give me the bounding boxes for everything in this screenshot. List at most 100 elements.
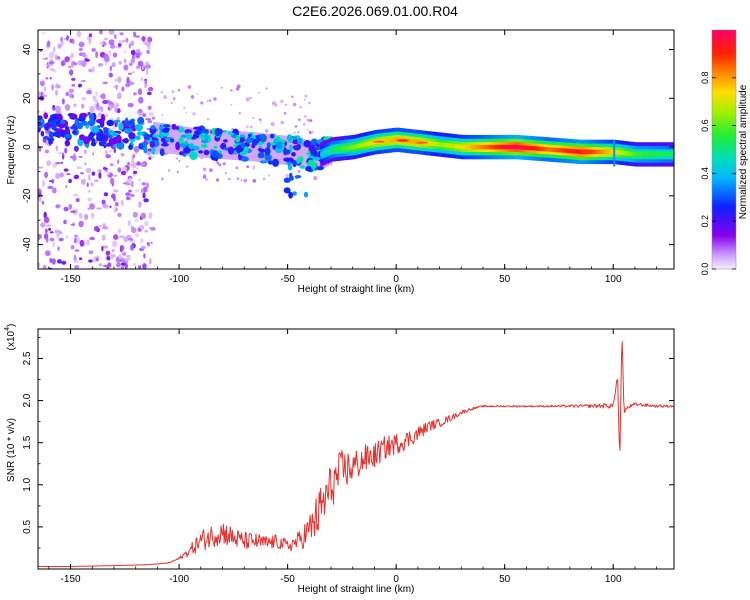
spectrogram-noise-blob [144, 61, 150, 65]
spectrogram-noise-blob [45, 224, 52, 227]
spectrogram-ridge-blob [64, 133, 72, 139]
spectrogram-noise-blob [133, 262, 137, 267]
spectrogram-noise-blob [245, 97, 250, 102]
spectrogram-ridge-blob [314, 146, 322, 151]
spectrogram-halo [211, 129, 216, 159]
spectrogram-ridge-band [435, 141, 438, 147]
spectrogram-ridge-band [454, 144, 458, 149]
spectrogram-noise-blob [66, 173, 71, 176]
spectrogram-ridge-band [326, 149, 330, 154]
spectrogram-ridge-band [539, 146, 542, 152]
spectrogram-halo [192, 127, 196, 157]
spectrogram-noise-blob [131, 54, 136, 60]
spectrogram-ridge-band [528, 145, 531, 151]
snr-marks [38, 341, 674, 567]
spectrogram-ridge-blob [43, 112, 49, 120]
spectrogram-ridge-blob [178, 136, 184, 145]
spectrogram-noise-blob [70, 245, 75, 250]
spectrogram-ridge-band [361, 142, 364, 148]
spectrogram-ridge-blob [128, 132, 136, 140]
spectrogram-y-axis-label: Frequency (Hz) [6, 116, 17, 185]
spectrogram-noise-blob [132, 71, 135, 74]
spectrogram-noise-blob [95, 255, 100, 258]
spectrogram-halo [296, 137, 300, 167]
spectrogram-noise-blob [121, 86, 125, 92]
spectrogram-noise-blob [120, 170, 126, 176]
spectrogram-noise-blob [114, 78, 118, 83]
spectrogram-noise-blob [67, 65, 72, 69]
spectrogram-ridge-band [333, 147, 336, 152]
spectrogram-noise-blob [88, 33, 93, 38]
spectrogram-noise-blob [49, 231, 54, 234]
spectrogram-ridge-band [407, 138, 410, 144]
spectrogram-noise-blob [73, 260, 80, 264]
spectrogram-noise-blob [97, 169, 102, 173]
spectrogram-noise-blob [224, 172, 227, 175]
spectrogram-noise-blob [91, 171, 96, 176]
spectrogram-noise-blob [109, 149, 113, 153]
spectrogram-ridge-blob [138, 143, 144, 150]
spectrogram-ridge-band [561, 148, 564, 153]
spectrogram-ridge-blob [204, 133, 209, 141]
snr-x-axis-label: Height of straight line (km) [298, 584, 415, 595]
spectrogram-noise-blob [102, 226, 109, 230]
spectrogram-ridge-band [619, 150, 623, 155]
spectrogram-ridge-blob [264, 154, 272, 161]
spectrogram-noise-blob [138, 224, 145, 230]
spectrogram-noise-blob [45, 57, 48, 60]
spectrogram-noise-blob [92, 95, 97, 100]
spectrogram-noise-blob [55, 204, 60, 209]
spectrogram-noise-blob [113, 206, 117, 213]
spectrogram-noise-blob [190, 95, 195, 99]
spectrogram-noise-blob [88, 259, 93, 263]
spectrogram-noise-blob [103, 37, 109, 41]
spectrogram-ridge-blob [136, 131, 144, 136]
spectrogram-noise-blob [284, 103, 287, 106]
spectrogram-y-tick-label: -20 [22, 188, 33, 203]
spectrogram-ridge-blob [43, 136, 50, 140]
spectrogram-noise-blob [59, 172, 65, 178]
spectrogram-noise-blob [118, 40, 122, 44]
spectrogram-noise-blob [140, 188, 144, 193]
spectrogram-noise-blob [128, 80, 131, 83]
spectrogram-noise-blob [81, 52, 87, 58]
spectrogram-noise-blob [138, 112, 142, 117]
spectrogram-halo [263, 133, 268, 163]
spectrogram-ridge-band [363, 142, 366, 147]
spectrogram-noise-blob [249, 125, 253, 129]
spectrogram-noise-blob [55, 83, 60, 89]
spectrogram-noise-blob [311, 130, 314, 134]
spectrogram-ridge-blob [134, 125, 142, 130]
spectrogram-halo [182, 126, 186, 156]
spectrogram-halo [302, 139, 307, 169]
spectrogram-noise-blob [109, 205, 112, 208]
spectrogram-noise-blob [112, 240, 118, 248]
spectrogram-noise-blob [135, 35, 140, 38]
spectrogram-noise-blob [308, 101, 311, 105]
spectrogram-noise-blob [138, 201, 142, 208]
spectrogram-noise-blob [123, 64, 129, 71]
spectrogram-ridge-blob [257, 148, 263, 152]
spectrogram-noise-blob [40, 91, 43, 98]
spectrogram-ridge-blob [161, 142, 169, 147]
spectrogram-noise-blob [114, 201, 119, 207]
spectrogram-noise-blob [146, 89, 149, 92]
spectrogram-noise-blob [132, 211, 138, 218]
spectrogram-noise-blob [42, 180, 45, 187]
spectrogram-y-tick-label: 0 [22, 144, 33, 150]
spectrogram-noise-blob [309, 119, 313, 122]
spectrogram-noise-blob [293, 131, 296, 134]
spectrogram-noise-blob [74, 234, 78, 238]
spectrogram-ridge-blob [58, 124, 66, 129]
spectrogram-noise-blob [78, 47, 83, 52]
spectrogram-ridge-blob [229, 132, 234, 136]
spectrogram-noise-blob [76, 237, 81, 244]
spectrogram-noise-blob [114, 106, 118, 113]
snr-y-tick-label: 2.5 [22, 351, 33, 365]
spectrogram-ridge-blob [126, 128, 133, 133]
spectrogram-halo [674, 143, 678, 165]
spectrogram-ridge-band [324, 150, 327, 155]
spectrogram-noise-blob [265, 129, 269, 133]
spectrogram-noise-blob [69, 69, 74, 76]
spectrogram-noise-blob [235, 87, 240, 91]
